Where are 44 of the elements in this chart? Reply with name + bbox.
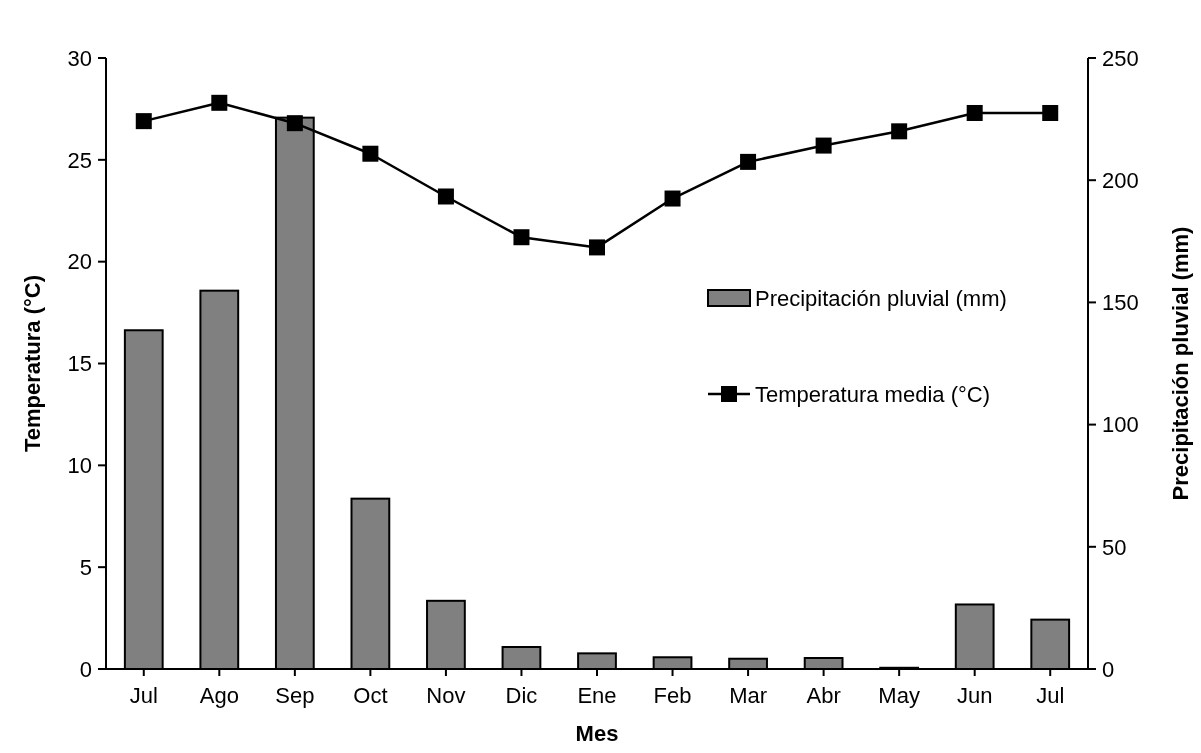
x-tick-label: Sep — [275, 683, 315, 708]
legend-label: Precipitación pluvial (mm) — [755, 285, 1007, 311]
y2-tick-label: 50 — [1102, 534, 1127, 560]
x-tick-label: Jul — [1036, 683, 1065, 708]
x-tick-label: Jun — [956, 683, 993, 708]
y-tick-label: 0 — [79, 656, 92, 682]
x-tick-label: Ene — [577, 683, 617, 708]
point — [513, 229, 530, 246]
y2-tick-label: 250 — [1102, 45, 1139, 71]
x-tick-label: May — [878, 683, 920, 708]
point — [966, 104, 983, 121]
x-tick-label: Jul — [129, 683, 158, 708]
x-tick-label: Feb — [653, 683, 692, 708]
y-tick-label: 10 — [67, 453, 92, 479]
point — [211, 94, 228, 111]
y2-axis-title: Precipitación pluvial (mm) — [1168, 226, 1193, 501]
point — [815, 137, 832, 154]
y-tick-label: 25 — [67, 147, 92, 173]
point — [1042, 104, 1059, 121]
y-tick-label: 5 — [79, 554, 92, 580]
x-tick-label: Mar — [729, 683, 768, 708]
point — [362, 145, 379, 162]
x-tick-label: Dic — [505, 683, 538, 708]
legend-label: Temperatura media (°C) — [755, 381, 990, 407]
y2-tick-label: 200 — [1102, 167, 1139, 193]
point — [589, 239, 605, 256]
point — [286, 115, 303, 132]
x-tick-label: Ago — [199, 683, 239, 708]
point — [740, 153, 757, 170]
x-tick-label: Abr — [806, 683, 841, 708]
y2-tick-label: 150 — [1102, 290, 1139, 316]
y-tick-label: 30 — [67, 45, 92, 71]
x-tick-label: Oct — [353, 683, 388, 708]
point — [437, 188, 454, 205]
point — [135, 113, 152, 130]
y2-tick-label: 100 — [1102, 412, 1139, 438]
y-tick-label: 15 — [67, 351, 92, 377]
point — [664, 190, 681, 207]
y-axis-title: Temperatura (°C) — [20, 274, 45, 453]
point — [891, 123, 908, 140]
y-tick-label: 20 — [67, 249, 92, 275]
x-axis-title: Mes — [575, 721, 619, 746]
x-tick-label: Nov — [426, 683, 466, 708]
y2-tick-label: 0 — [1102, 656, 1115, 682]
